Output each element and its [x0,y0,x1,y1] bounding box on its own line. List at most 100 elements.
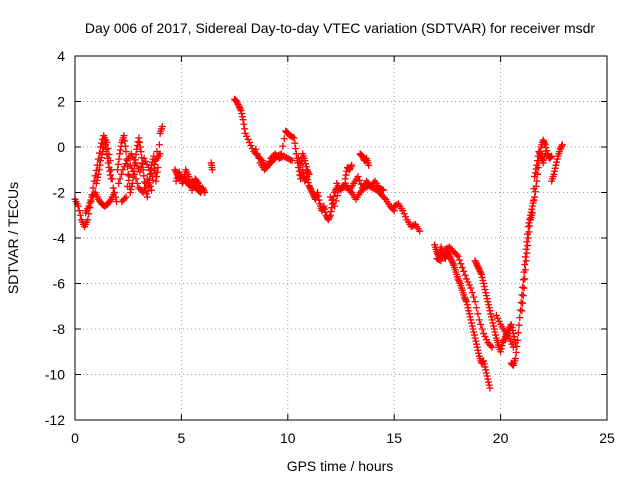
data-point [468,289,476,297]
x-tick-label: 5 [178,430,186,446]
data-point [208,166,216,174]
data-point [380,194,388,202]
data-point [519,276,527,284]
data-point [145,179,153,187]
data-point [332,197,340,205]
data-point [175,168,183,176]
data-point [529,209,537,217]
data-point [521,275,529,283]
data-point [319,204,327,212]
data-point [484,375,492,383]
data-point [482,289,490,297]
data-point [309,189,317,197]
data-point [524,242,532,250]
x-axis: 0 5 10 15 20 25 [71,56,615,446]
data-point [446,252,454,260]
data-point [158,123,166,131]
data-point [137,148,145,156]
data-point [457,260,465,268]
data-point [136,138,144,146]
data-point [280,135,288,143]
data-point [482,366,490,374]
data-point [535,148,543,156]
data-point [125,172,133,180]
data-point [472,304,480,312]
data-point [139,189,147,196]
data-point [110,189,118,196]
data-point [512,349,520,357]
data-point [557,144,565,152]
data-point [440,249,448,257]
data-point [315,196,323,204]
data-point [499,337,507,345]
data-point [480,360,488,368]
data-point [522,257,530,265]
data-point [463,298,471,306]
data-point [522,245,530,253]
data-point [152,156,160,164]
data-point [331,187,339,195]
y-tick-label: -6 [53,276,66,292]
y-tick-label: -8 [53,321,66,337]
data-point [289,133,297,141]
data-point [470,293,478,301]
data-point [131,170,139,178]
data-point [132,175,140,183]
data-point [144,163,152,171]
data-point [470,331,478,339]
data-point [193,178,201,186]
data-point [495,317,503,325]
data-point [114,160,122,168]
data-point [292,145,300,153]
data-point [233,99,241,107]
y-tick-label: 0 [57,139,65,155]
data-point [513,342,521,350]
data-point [455,278,463,286]
data-point [122,193,130,201]
data-point [342,171,350,179]
data-point [142,157,150,165]
data-point [238,110,246,118]
data-point [106,171,114,179]
data-point [500,336,508,344]
data-point [516,306,524,314]
data-point [533,177,541,185]
data-point [247,141,255,149]
data-point [306,183,314,191]
data-point [510,333,518,341]
data-point [314,192,322,200]
data-point [326,213,334,221]
data-point [150,164,158,172]
data-point [468,319,476,327]
data-point [76,211,84,219]
x-tick-label: 0 [71,430,79,446]
data-point [515,321,523,329]
data-point [130,156,138,164]
data-point [116,150,124,158]
data-point [521,261,529,269]
data-point [553,155,561,163]
data-point [475,264,483,272]
data-point [94,173,102,181]
data-point [438,253,446,261]
data-point [105,163,113,171]
data-point [89,184,97,192]
data-point [102,141,110,149]
data-point [540,156,548,164]
data-point [523,249,531,257]
data-point [472,337,480,345]
data-point [553,158,561,166]
data-point [303,166,311,174]
data-point [188,186,196,194]
x-tick-label: 10 [280,430,296,446]
data-point [354,173,362,181]
data-point [302,160,310,168]
data-point [96,161,104,169]
data-point [253,150,261,158]
data-point [346,166,354,174]
data-point [326,211,334,219]
data-point [530,196,538,204]
data-point [448,257,456,265]
data-point [185,173,193,181]
data-point [521,266,529,274]
